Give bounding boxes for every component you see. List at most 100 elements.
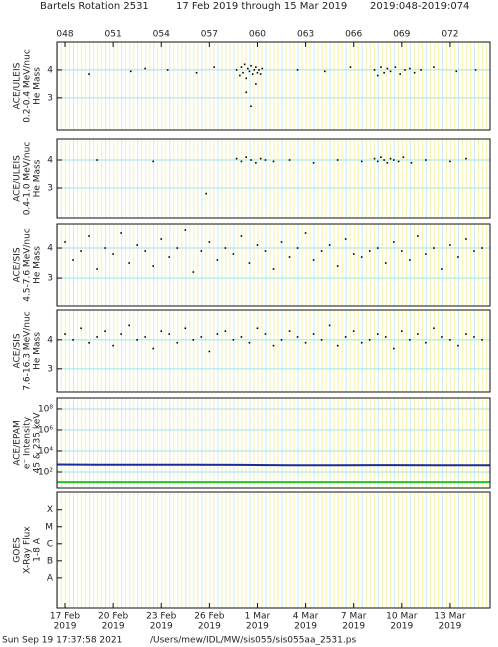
data-point [104,330,106,332]
data-point [296,247,299,249]
data-point [248,70,251,73]
y-axis-label: GOES [13,537,23,563]
data-point [88,341,90,344]
y-tick-label: 10² [38,467,53,477]
data-point [312,162,315,164]
data-point [120,232,122,234]
data-point [195,71,198,74]
data-point [473,336,475,338]
data-point [168,333,171,335]
y-axis-label: 0.4-1.0 MeV/nuc [23,142,33,216]
data-point [368,250,371,252]
panel-frame [56,223,491,307]
data-point [160,330,163,332]
data-point [417,235,419,237]
data-point [255,83,257,85]
data-point [235,157,238,160]
data-point [386,162,389,164]
data-point [425,253,427,255]
data-point [402,156,405,159]
data-point [409,259,411,261]
y-tick-label: 3 [47,93,53,103]
x-tick-sublabel: 2019 [102,622,125,632]
data-point [136,339,138,341]
data-point [264,333,267,335]
data-point [152,347,155,350]
data-point [88,73,90,75]
data-point [336,159,339,161]
x-tick-sublabel: 2019 [390,622,413,632]
data-point [449,244,451,246]
y-tick-label: 3 [47,274,53,284]
data-point [376,333,379,335]
y-axis-label: 1-8 A [33,537,43,562]
footer-path: /Users/mew/IDL/MW/sis055/sis055aa_2531.p… [150,636,356,646]
data-point [312,259,315,261]
y-tick-label: B [47,556,53,566]
x-tick-sublabel: 2019 [198,622,221,632]
y-axis-label: e⁻ Intensity [23,416,33,469]
y-axis-label: He Mass [33,67,43,105]
data-point [296,336,299,338]
data-point [389,70,392,73]
data-point [96,268,98,270]
plot-background [57,492,490,608]
data-point [64,241,66,243]
data-point [216,333,219,335]
data-point [112,344,114,347]
data-point [336,344,339,347]
y-axis-label: He Mass [33,332,43,370]
data-point [425,341,427,344]
data-point [224,330,227,332]
data-point [360,256,363,258]
y-tick-label: M [45,522,53,532]
x-tick-sublabel: 2019 [294,622,317,632]
data-point [328,324,331,327]
footer-time: Sun Sep 19 17:37:58 2021 [2,636,122,646]
y-tick-label: A [47,573,54,583]
panel-frame [56,138,491,219]
data-point [380,66,382,68]
data-point [112,253,114,255]
data-point [96,336,98,338]
data-point [465,238,467,240]
top-x-tick-label: 060 [249,30,266,40]
data-point [239,74,241,77]
data-point [296,69,299,71]
data-point [208,241,211,243]
data-point [80,327,82,330]
plot-background [57,42,490,130]
data-point [389,157,392,160]
data-point [400,250,403,252]
y-axis-label: ACE/ULEIS [13,62,23,109]
top-x-tick-label: 072 [441,30,458,40]
x-tick-sublabel: 2019 [246,622,269,632]
data-point [344,336,347,338]
data-point [383,159,385,161]
y-axis-label: He Mass [33,159,43,197]
data-point [152,265,155,267]
data-point [144,336,147,338]
data-point [251,73,254,75]
data-point [205,192,207,195]
x-tick-label: 23 Feb [146,612,177,622]
title-doy: 2019:048-2019:074 [370,1,469,12]
data-point [128,324,130,327]
data-point [152,160,155,163]
data-point [320,339,323,341]
data-point [213,66,215,68]
data-point [417,333,419,335]
data-point [280,241,283,243]
top-x-tick-label: 063 [297,30,314,40]
data-point [481,339,483,341]
data-point [240,235,243,237]
x-tick-label: 4 Mar [293,612,319,622]
data-point [253,69,256,71]
data-point [256,244,259,246]
data-point [272,160,275,163]
x-tick-label: 7 Mar [341,612,367,622]
top-x-tick-label: 054 [153,30,170,40]
data-point [386,67,389,70]
y-tick-label: 4 [47,335,53,345]
